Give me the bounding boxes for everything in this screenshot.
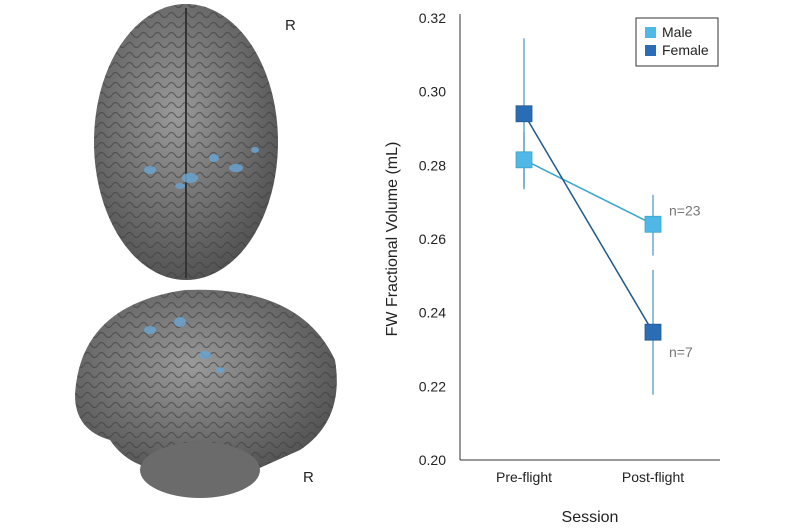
brain-top-r-label: R (285, 17, 296, 34)
legend-swatch-female (645, 45, 656, 56)
x-tick-label: Post-flight (622, 469, 684, 485)
female-n-annotation: n=7 (669, 344, 693, 360)
male-series-line (523, 159, 654, 225)
brain-side-r-label: R (303, 469, 314, 486)
male-point (644, 215, 662, 233)
male-point (515, 151, 533, 169)
chart: 0.20 0.22 0.24 0.26 0.28 0.30 0.32 Pre-flight Po… (384, 10, 720, 526)
y-tick-label: 0.28 (419, 157, 446, 173)
y-tick-label: 0.20 (419, 452, 446, 468)
female-series-line (523, 113, 654, 333)
legend-swatch-male (645, 27, 656, 38)
brain-side-view: R (75, 289, 337, 498)
legend-label-male: Male (662, 24, 693, 40)
female-point (515, 105, 533, 123)
y-tick-label: 0.30 (419, 84, 446, 100)
x-tick-label: Pre-flight (496, 469, 552, 485)
male-n-annotation: n=23 (669, 202, 701, 218)
y-tick-label: 0.26 (419, 231, 446, 247)
legend-label-female: Female (662, 42, 709, 58)
y-tick-label: 0.32 (419, 10, 446, 26)
y-axis-label: FW Fractional Volume (mL) (384, 142, 401, 337)
brain-top-view: R (94, 4, 296, 280)
legend (635, 17, 719, 67)
y-tick-label: 0.24 (419, 305, 446, 321)
y-tick-label: 0.22 (419, 378, 446, 394)
x-axis-label: Session (562, 509, 619, 526)
female-point (644, 323, 662, 341)
highlight-regions (144, 147, 259, 189)
